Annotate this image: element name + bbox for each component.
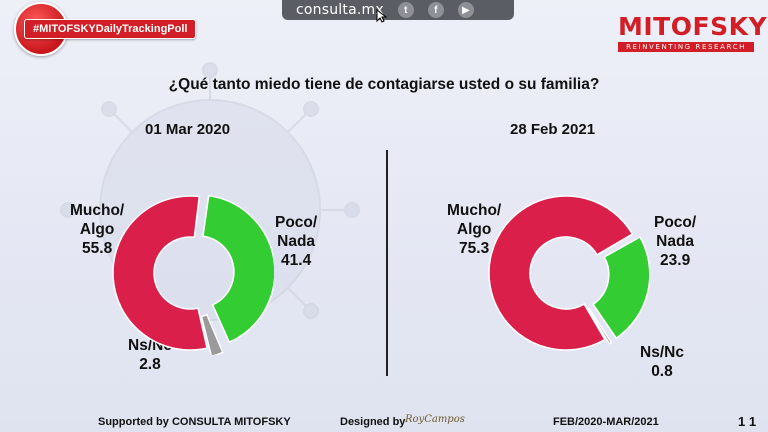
chart-right-slice-poco-nada — [592, 235, 650, 340]
donut-chart-2021 — [488, 195, 650, 351]
left-value-poco-nada: 41.4 — [281, 252, 312, 269]
facebook-icon[interactable]: f — [427, 2, 444, 18]
mitofsky-logo: MITOFSKY REINVENTING RESEARCH — [618, 12, 768, 52]
right-label-poco-nada-line2: Nada — [656, 233, 695, 250]
mouse-cursor-icon — [376, 9, 388, 23]
right-label-ns-nc: Ns/Nc 0.8 — [640, 343, 684, 381]
left-label-poco-nada-line1: Poco/ — [275, 214, 318, 231]
footer-period: FEB/2020-MAR/2021 — [553, 416, 659, 428]
chart-right-slice-ns-nc — [586, 307, 613, 345]
footer-supported-by: Supported by CONSULTA MITOFSKY — [98, 416, 291, 428]
chart-divider — [386, 150, 388, 376]
left-label-poco-nada-line2: Nada — [277, 233, 316, 250]
left-label-mucho-algo-line2: Algo — [79, 221, 115, 238]
chart-left-slice-mucho-algo — [112, 195, 208, 351]
chart-right-slice-mucho-algo — [488, 195, 634, 351]
right-label-poco-nada-line1: Poco/ — [654, 214, 697, 231]
chart-question-title: ¿Qué tanto miedo tiene de contagiarse us… — [168, 76, 600, 93]
left-value-ns-nc: 2.8 — [139, 356, 161, 373]
youtube-icon[interactable]: ▶ — [457, 2, 474, 18]
footer-designed-by: Designed by — [340, 416, 406, 428]
footer: Supported by CONSULTA MITOFSKY Designed … — [0, 414, 768, 432]
right-value-poco-nada: 23.9 — [660, 252, 691, 269]
right-label-ns-nc-line1: Ns/Nc — [640, 344, 684, 361]
right-chart-date: 28 Feb 2021 — [510, 121, 596, 138]
twitter-icon[interactable]: t — [397, 2, 414, 18]
right-label-mucho-algo-line1: Mucho/ — [447, 202, 502, 219]
site-url-link[interactable]: consulta.mx — [296, 2, 384, 18]
left-label-mucho-algo: Mucho/ Algo 55.8 — [70, 201, 124, 258]
right-value-mucho-algo: 75.3 — [459, 240, 490, 257]
tracking-poll-badge: #MITOFSKYDailyTrackingPoll — [24, 19, 197, 39]
logo-name: MITOFSKY — [618, 12, 768, 41]
left-value-mucho-algo: 55.8 — [82, 240, 113, 257]
chart-left-slice-ns-nc — [200, 313, 224, 355]
top-share-bar: consulta.mx t f ▶ — [282, 0, 514, 20]
right-label-mucho-algo: Mucho/ Algo 75.3 — [447, 201, 501, 258]
logo-tagline: REINVENTING RESEARCH — [618, 42, 754, 52]
right-label-poco-nada: Poco/ Nada 23.9 — [654, 213, 696, 270]
right-label-mucho-algo-line2: Algo — [456, 221, 492, 238]
right-value-ns-nc: 0.8 — [651, 363, 673, 380]
left-label-poco-nada: Poco/ Nada 41.4 — [275, 213, 317, 270]
left-label-mucho-algo-line1: Mucho/ — [70, 202, 125, 219]
page-number: 1 1 — [738, 414, 757, 429]
left-chart-date: 01 Mar 2020 — [145, 121, 231, 138]
donut-chart-2020 — [112, 195, 274, 355]
chart-left-slice-poco-nada — [202, 195, 274, 344]
designer-signature-icon: RoyCampos — [405, 414, 465, 425]
